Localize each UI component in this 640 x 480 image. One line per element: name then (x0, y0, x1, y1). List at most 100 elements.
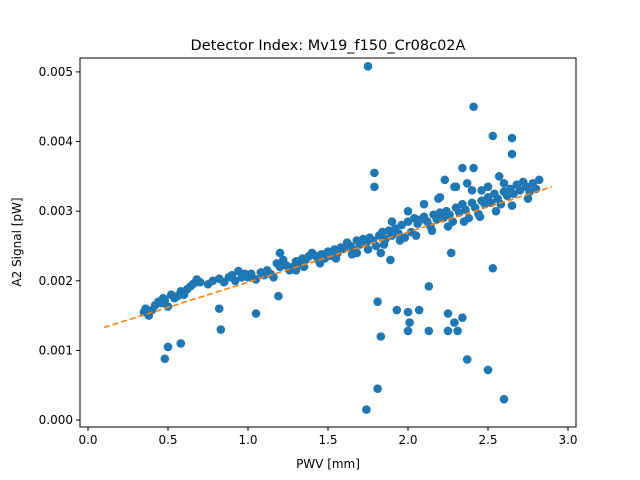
data-point (475, 212, 485, 222)
data-point (395, 236, 405, 245)
data-point (419, 199, 429, 209)
y-axis-label: A2 Signal [pW] (10, 197, 24, 286)
data-point (405, 318, 414, 327)
data-point (477, 185, 486, 195)
data-point (411, 231, 421, 240)
y-tick-label: 0.003 (39, 204, 73, 218)
x-tick-label: 1.5 (318, 433, 337, 447)
data-point (163, 342, 173, 352)
data-point (275, 248, 285, 258)
data-points (139, 62, 544, 414)
data-point (507, 201, 517, 210)
y-axis-ticks: 0.000 0.001 0.002 0.003 0.004 0.005 (39, 65, 80, 427)
data-point (195, 277, 205, 287)
data-point (373, 384, 382, 394)
data-point (216, 325, 226, 334)
data-point (445, 210, 454, 219)
x-tick-label: 0.0 (78, 433, 97, 447)
data-point (251, 309, 261, 318)
plot-background (80, 58, 576, 427)
data-point (370, 168, 379, 178)
y-tick-label: 0.005 (39, 65, 73, 79)
data-point (453, 326, 462, 336)
data-point (176, 339, 186, 348)
plot-area (79, 57, 577, 428)
data-point (352, 248, 362, 258)
data-point (483, 365, 493, 375)
data-point (483, 182, 493, 192)
data-point (507, 133, 517, 143)
data-point (424, 326, 434, 336)
data-point (488, 263, 498, 273)
data-point (379, 240, 389, 249)
data-point (469, 163, 478, 173)
x-axis-label: PWV [mm] (296, 457, 360, 471)
data-point (458, 163, 467, 173)
y-tick-label: 0.002 (39, 274, 73, 288)
x-tick-label: 1.0 (238, 433, 257, 447)
data-point (403, 206, 413, 216)
x-tick-label: 3.0 (558, 433, 577, 447)
data-point (534, 175, 544, 185)
data-point (462, 179, 472, 188)
data-point (397, 220, 406, 230)
y-tick-label: 0.004 (39, 135, 73, 149)
data-point (507, 149, 517, 159)
data-point (376, 332, 386, 341)
data-point (386, 255, 395, 265)
data-point (443, 309, 453, 318)
data-point (461, 205, 470, 215)
data-point (274, 291, 283, 301)
y-tick-label: 0.000 (39, 413, 73, 427)
data-point (462, 355, 472, 364)
data-point (434, 194, 443, 203)
data-point (275, 262, 285, 272)
data-point (363, 62, 373, 71)
data-point (440, 175, 450, 185)
data-point (515, 185, 525, 195)
fit-line-group (103, 186, 553, 329)
data-point (376, 248, 386, 258)
data-point (403, 307, 413, 317)
data-point (469, 102, 478, 112)
data-point (403, 217, 413, 226)
data-point (414, 305, 424, 315)
data-point (269, 273, 278, 282)
data-point (443, 326, 453, 336)
fit-line (103, 186, 553, 329)
data-point (443, 222, 453, 231)
data-point (246, 269, 256, 279)
chart-title: Detector Index: Mv19_f150_Cr08c02A (191, 38, 466, 54)
data-point (450, 318, 459, 327)
data-point (424, 282, 434, 291)
data-point (141, 304, 150, 313)
data-point (499, 179, 509, 188)
y-tick-label: 0.001 (39, 343, 73, 357)
data-point (499, 394, 509, 404)
data-point (488, 131, 498, 141)
data-point (458, 313, 467, 322)
data-point (509, 189, 518, 199)
x-tick-label: 0.5 (158, 433, 177, 447)
data-point (403, 326, 413, 336)
data-point (459, 217, 469, 226)
data-point (446, 248, 456, 258)
data-point (334, 245, 344, 254)
data-point (373, 297, 382, 306)
data-point (427, 226, 437, 235)
x-axis-ticks: 0.0 0.5 1.0 1.5 2.0 2.5 3.0 (78, 427, 578, 447)
data-point (315, 259, 325, 268)
data-point (331, 254, 341, 263)
data-point (387, 217, 397, 226)
data-point (438, 213, 448, 223)
data-point (494, 172, 504, 181)
data-point (371, 241, 381, 251)
data-point (251, 275, 261, 284)
x-tick-label: 2.5 (478, 433, 497, 447)
data-point (160, 354, 170, 364)
data-point (230, 276, 240, 286)
data-point (450, 182, 459, 192)
data-point (467, 185, 477, 195)
data-point (523, 194, 533, 203)
